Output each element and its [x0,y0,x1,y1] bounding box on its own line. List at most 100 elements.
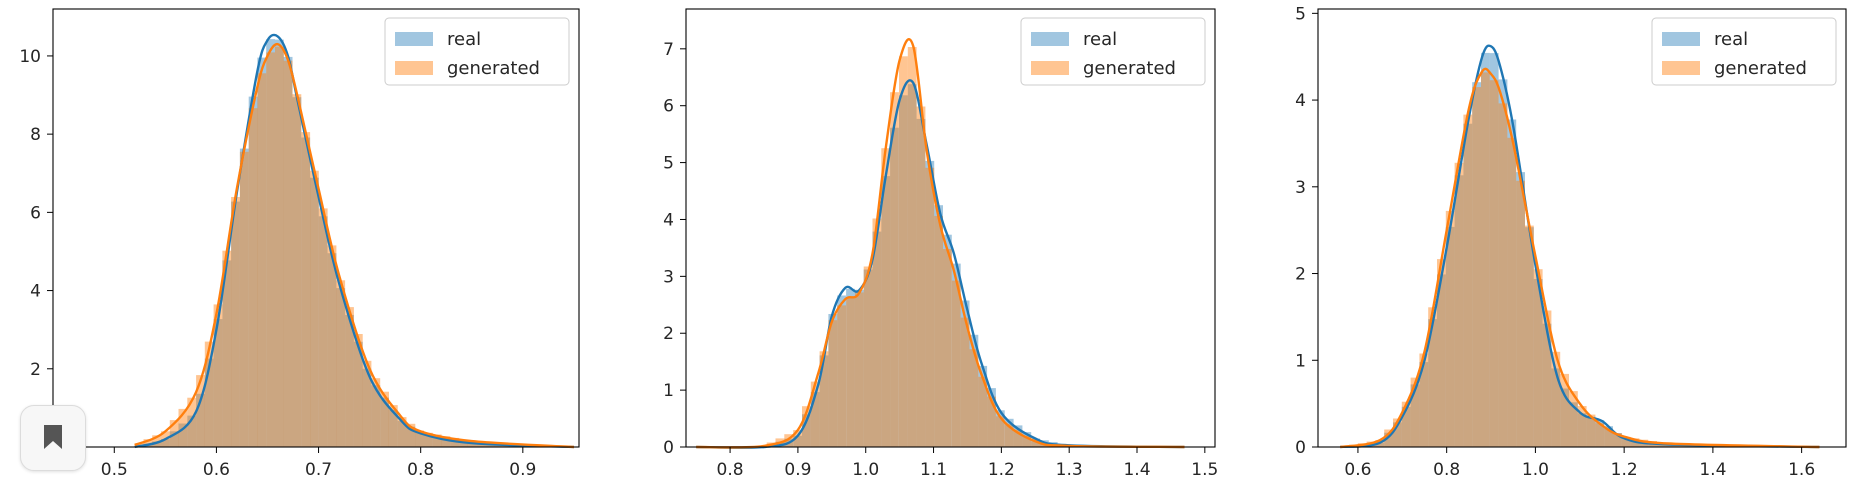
histogram-generated [135,47,573,447]
x-tick-label: 1.3 [1056,460,1083,480]
hist-bar [1525,226,1534,447]
y-tick-label: 5 [1295,4,1306,24]
y-tick-label: 4 [1295,91,1306,111]
hist-bar [275,47,284,447]
y-tick-label: 2 [663,324,674,344]
x-tick-label: 0.6 [1344,460,1371,480]
y-tick-label: 2 [1295,265,1306,285]
legend-swatch-real [1031,32,1069,46]
x-tick-label: 1.0 [852,460,879,480]
x-tick-label: 1.6 [1788,460,1815,480]
hist-bar [1490,80,1499,447]
y-tick-label: 7 [663,40,674,60]
legend: real generated [385,18,569,85]
x-tick-label: 1.5 [1191,460,1218,480]
hist-bar [310,171,319,447]
y-tick-label: 5 [663,154,674,174]
legend: real generated [1652,18,1836,85]
legend-label-real: real [1714,29,1748,50]
hist-bar [1516,181,1525,447]
x-tick-label: 1.4 [1699,460,1726,480]
hist-bar [899,56,908,447]
hist-bar [1455,163,1464,447]
hist-bar [1499,103,1508,447]
legend-swatch-real [395,32,433,46]
y-tick-label: 3 [1295,178,1306,198]
hist-bar [846,297,855,447]
x-tick-label: 0.6 [203,460,230,480]
hist-bar [828,320,837,447]
hist-bar [952,281,961,447]
bookmark-icon [41,423,65,451]
y-tick-label: 1 [1295,351,1306,371]
chart-panel-1: 0.50.60.70.80.90246810realgenerated [19,9,579,480]
x-tick-label: 0.9 [509,460,536,480]
y-tick-label: 3 [663,267,674,287]
hist-bar [908,47,917,447]
chart-panel-3: 0.6 0.8 1.0 1.2 1.4 1.6 0 1 2 3 4 5 real generated [1295,4,1846,480]
x-tick-label: 0.8 [1433,460,1460,480]
hist-bar [266,52,275,447]
y-tick-label: 6 [663,97,674,117]
hist-bar [855,292,864,447]
x-tick-label: 0.9 [784,460,811,480]
hist-bar [249,108,258,447]
x-tick-label: 0.8 [407,460,434,480]
legend-label-generated: generated [1714,58,1807,79]
hist-bar [864,267,873,448]
legend: real generated [1021,18,1205,85]
legend-label-generated: generated [447,58,540,79]
hist-bar [1472,87,1481,447]
legend-swatch-generated [1662,61,1700,75]
y-tick-label: 0 [1295,438,1306,458]
legend-label-real: real [447,29,481,50]
y-tick-label: 1 [663,381,674,401]
hist-bar [319,208,328,447]
hist-bar [961,318,970,447]
legend-swatch-real [1662,32,1700,46]
y-tick-label: 2 [30,360,41,380]
hist-bar [284,61,293,447]
hist-bar [363,361,372,447]
legend-swatch-generated [395,61,433,75]
chart-panel-2: 0.8 0.9 1.0 1.1 1.2 1.3 1.4 1.5 0 1 2 3 4 5 6 7 real gene… [663,9,1218,480]
hist-bar [837,305,846,447]
x-tick-label: 1.2 [1611,460,1638,480]
x-tick-label: 1.1 [920,460,947,480]
x-tick-label: 1.2 [988,460,1015,480]
hist-bar [301,132,310,447]
y-tick-label: 8 [30,125,41,145]
x-tick-label: 0.8 [717,460,744,480]
x-tick-label: 1.4 [1123,460,1150,480]
hist-bar [240,152,249,447]
hist-bar [1507,138,1516,447]
hist-bar [336,280,345,447]
legend-swatch-generated [1031,61,1069,75]
hist-bar [293,94,302,447]
bookmark-button[interactable] [20,405,86,471]
y-tick-label: 4 [663,210,674,230]
hist-bar [231,197,240,447]
hist-bar [917,107,926,448]
legend-label-real: real [1083,29,1117,50]
hist-bar [1463,115,1472,447]
x-tick-label: 0.5 [101,460,128,480]
hist-bar [943,249,952,447]
histogram-generated [705,47,1172,447]
legend-label-generated: generated [1083,58,1176,79]
y-tick-label: 10 [19,47,41,67]
y-tick-label: 0 [663,438,674,458]
hist-bar [257,73,266,447]
histogram-real [1340,53,1806,447]
x-tick-label: 1.0 [1522,460,1549,480]
hist-bar [987,397,996,447]
hist-bar [1481,72,1490,447]
y-tick-label: 6 [30,203,41,223]
y-tick-label: 4 [30,282,41,302]
hist-bar [925,168,934,447]
hist-bar [328,245,337,447]
x-tick-label: 0.7 [305,460,332,480]
hist-bar [934,216,943,447]
